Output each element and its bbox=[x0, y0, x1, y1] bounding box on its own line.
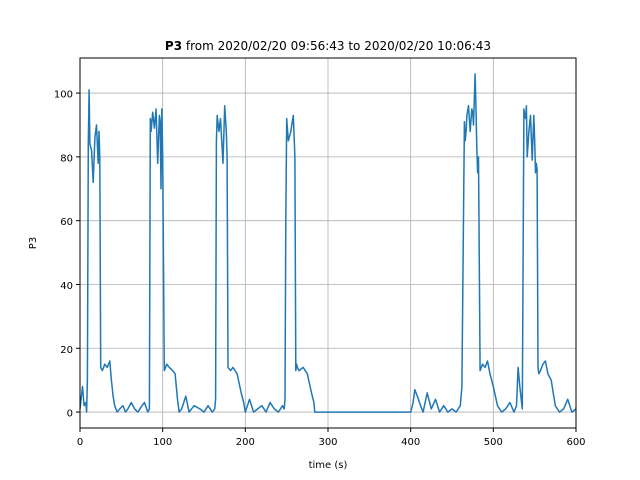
chart-title-rest: from 2020/02/20 09:56:43 to 2020/02/20 1… bbox=[186, 39, 491, 53]
chart-title: P3 from 2020/02/20 09:56:43 to 2020/02/2… bbox=[165, 39, 491, 53]
x-tick-label: 500 bbox=[484, 437, 503, 448]
x-tick-label: 200 bbox=[236, 437, 255, 448]
series-line-0 bbox=[79, 73, 577, 413]
y-tick-label: 80 bbox=[60, 153, 73, 164]
y-tick-label: 100 bbox=[54, 90, 73, 101]
x-tick-label: 0 bbox=[77, 437, 83, 448]
x-tick-label: 300 bbox=[318, 437, 337, 448]
y-tick-label: 0 bbox=[67, 409, 73, 420]
x-tick-label: 600 bbox=[566, 437, 585, 448]
x-tick-label: 100 bbox=[153, 437, 172, 448]
y-axis-label: P3 bbox=[28, 237, 39, 249]
chart-title-bold: P3 bbox=[165, 39, 182, 53]
x-axis-label: time (s) bbox=[309, 460, 348, 471]
y-tick-label: 60 bbox=[60, 217, 73, 228]
y-tick-label: 20 bbox=[60, 345, 73, 356]
y-tick-label: 40 bbox=[60, 281, 73, 292]
ticks: 0 100 200 300 400 500 600 0 20 40 60 80 100 bbox=[54, 90, 586, 448]
x-tick-label: 400 bbox=[401, 437, 420, 448]
plot-area bbox=[79, 73, 577, 413]
